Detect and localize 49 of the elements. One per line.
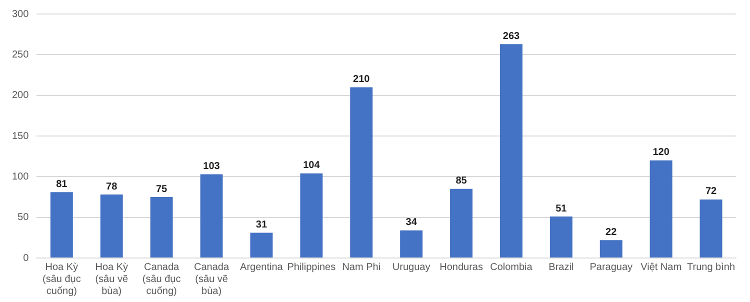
data-label: 51 bbox=[556, 203, 568, 214]
bar bbox=[100, 194, 123, 258]
bar bbox=[150, 197, 173, 258]
y-tick-label: 250 bbox=[12, 49, 30, 60]
x-tick-label: Hoa Kỳ (sâu vẽ bùa) bbox=[95, 262, 128, 297]
data-label: 103 bbox=[203, 160, 220, 172]
x-tick-label: Brazil bbox=[548, 262, 574, 273]
x-tick-label: Colombia bbox=[490, 262, 533, 273]
x-tick-label: Argentina bbox=[240, 262, 284, 273]
bar bbox=[700, 199, 722, 258]
bar bbox=[550, 216, 572, 258]
x-tick-label: Uruguay bbox=[392, 262, 430, 273]
data-label: 263 bbox=[502, 30, 520, 42]
y-tick-label: 150 bbox=[12, 130, 30, 142]
x-tick-label: Trung bình bbox=[687, 262, 736, 273]
data-label: 22 bbox=[606, 226, 618, 238]
y-tick-label: 200 bbox=[12, 90, 30, 102]
data-label: 34 bbox=[406, 217, 418, 228]
bar bbox=[650, 160, 672, 258]
data-label: 81 bbox=[56, 178, 68, 190]
y-tick-label: 300 bbox=[12, 8, 30, 20]
y-tick-label: 50 bbox=[18, 212, 30, 224]
bar bbox=[500, 44, 522, 258]
bar bbox=[300, 173, 323, 258]
y-tick-label: 100 bbox=[12, 171, 30, 182]
data-label: 210 bbox=[353, 74, 370, 85]
bar bbox=[600, 240, 622, 258]
x-tick-label: Việt Nam bbox=[640, 262, 682, 273]
data-label: 120 bbox=[652, 147, 670, 158]
x-tick-label: Hoa Kỳ (sâu đục cuống) bbox=[42, 262, 81, 297]
x-tick-label: Paraguay bbox=[590, 262, 633, 273]
x-tick-label: Nam Phi bbox=[342, 262, 381, 273]
x-tick-label: Canada (sâu vẽ bùa) bbox=[194, 262, 230, 297]
x-tick-label: Honduras bbox=[440, 262, 483, 273]
data-label: 75 bbox=[156, 184, 168, 195]
data-label: 78 bbox=[106, 181, 118, 192]
data-label: 104 bbox=[303, 160, 320, 172]
data-label: 31 bbox=[256, 220, 268, 231]
bar bbox=[350, 87, 373, 258]
bar bbox=[250, 232, 273, 258]
bar bbox=[200, 174, 223, 258]
bar bbox=[450, 188, 473, 258]
bar bbox=[400, 230, 423, 258]
y-tick-label: 0 bbox=[23, 252, 30, 264]
data-label: 85 bbox=[456, 176, 468, 187]
data-label: 72 bbox=[705, 186, 718, 198]
bar bbox=[50, 192, 73, 258]
x-tick-label: Canada (sâu đục cuống) bbox=[142, 262, 181, 297]
x-tick-label: Philippines bbox=[287, 262, 336, 273]
